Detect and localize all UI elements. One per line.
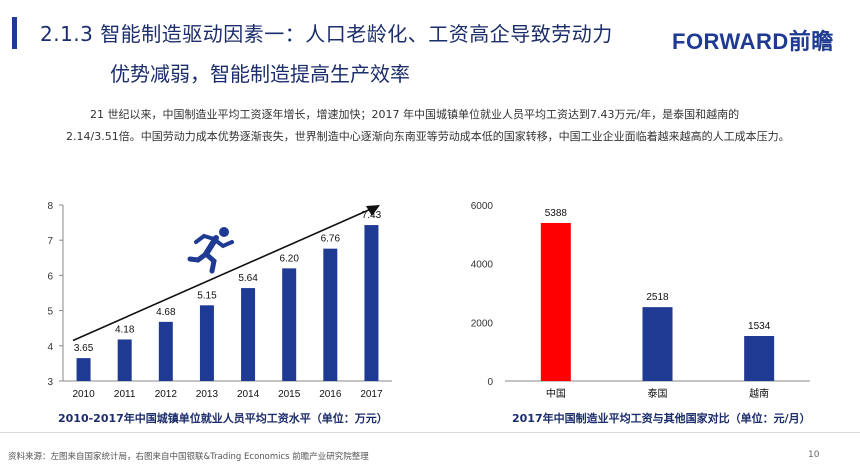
- country-compare-chart: 0 2000 4000 6000 5388 中国 2518 泰国 1534 越南: [471, 201, 810, 400]
- y-tick-label: 4: [47, 342, 53, 353]
- brand-logo: FORWARD前瞻: [672, 24, 834, 56]
- body-paragraph: 21 世纪以来，中国制造业平均工资逐年增长，增速加快；2017 年中国城镇单位就…: [66, 104, 801, 148]
- page-subtitle: 优势减弱，智能制造提高生产效率: [110, 62, 410, 86]
- bar: [540, 222, 571, 381]
- bar: [282, 268, 297, 381]
- x-tick-label: 2012: [155, 389, 178, 400]
- bar: [117, 339, 132, 381]
- trend-arrow-head: [366, 205, 380, 216]
- trend-arrow-line: [72, 206, 377, 342]
- data-label: 6.20: [279, 253, 299, 264]
- page-title: 2.1.3 智能制造驱动因素一：人口老龄化、工资高企导致劳动力: [40, 22, 613, 46]
- left-chart-caption: 2010-2017年中国城镇单位就业人员平均工资水平（单位：万元）: [58, 412, 388, 425]
- data-label: 5388: [545, 208, 568, 219]
- logo-cn: 前瞻: [788, 29, 834, 54]
- y-tick-label: 3: [47, 377, 53, 388]
- data-label: 2518: [646, 292, 669, 303]
- y-tick-label: 2000: [471, 318, 494, 329]
- wage-trend-chart: 3 4 5 6 7 8 3.65 2010 4.18 2011 4.68 2012 5.15 2013 5.…: [47, 201, 392, 400]
- bar: [323, 248, 338, 381]
- y-tick-label: 6000: [471, 201, 494, 212]
- bar: [364, 225, 379, 381]
- data-label: 5.15: [197, 290, 217, 301]
- bar: [76, 358, 91, 381]
- y-tick-label: 0: [487, 377, 493, 388]
- x-tick-label: 越南: [749, 387, 769, 400]
- x-tick-label: 2011: [114, 389, 136, 400]
- bar: [241, 288, 256, 381]
- bar: [744, 336, 775, 381]
- data-label: 5.64: [238, 273, 258, 284]
- data-label: 4.18: [115, 324, 135, 335]
- right-chart-caption: 2017年中国制造业平均工资与其他国家对比（单位：元/月）: [512, 412, 811, 425]
- paragraph-line-2: 2.14/3.51倍。中国劳动力成本优势逐渐丧失，世界制造中心逐渐向东南亚等劳动…: [66, 130, 790, 143]
- title-accent-bar: [12, 17, 17, 49]
- x-tick-label: 中国: [546, 387, 566, 400]
- source-note: 资料来源：左图来自国家统计局，右图来自中国银联&Trading Economic…: [8, 452, 369, 462]
- x-tick-label: 2010: [72, 389, 95, 400]
- x-tick-label: 2015: [278, 389, 301, 400]
- y-tick-label: 4000: [471, 260, 494, 271]
- paragraph-line-1: 21 世纪以来，中国制造业平均工资逐年增长，增速加快；2017 年中国城镇单位就…: [90, 108, 740, 121]
- bar: [158, 321, 173, 381]
- data-label: 3.65: [74, 343, 94, 354]
- logo-en: FORWARD: [672, 29, 789, 54]
- x-tick-label: 2013: [196, 389, 219, 400]
- y-tick-label: 5: [47, 307, 53, 318]
- x-tick-label: 2017: [360, 389, 383, 400]
- x-tick-label: 2016: [319, 389, 342, 400]
- bar: [199, 305, 214, 381]
- x-tick-label: 泰国: [648, 387, 668, 400]
- data-label: 4.68: [156, 307, 176, 318]
- data-label: 7.43: [362, 210, 382, 221]
- data-label: 6.76: [321, 234, 341, 245]
- y-tick-label: 6: [47, 271, 53, 282]
- page-number: 10: [808, 450, 820, 460]
- x-tick-label: 2014: [237, 389, 260, 400]
- footer-divider: [0, 432, 860, 433]
- y-tick-label: 7: [47, 236, 53, 247]
- data-label: 1534: [748, 321, 771, 332]
- y-tick-label: 8: [47, 201, 53, 212]
- runner-icon: [187, 227, 234, 274]
- bar: [642, 307, 673, 381]
